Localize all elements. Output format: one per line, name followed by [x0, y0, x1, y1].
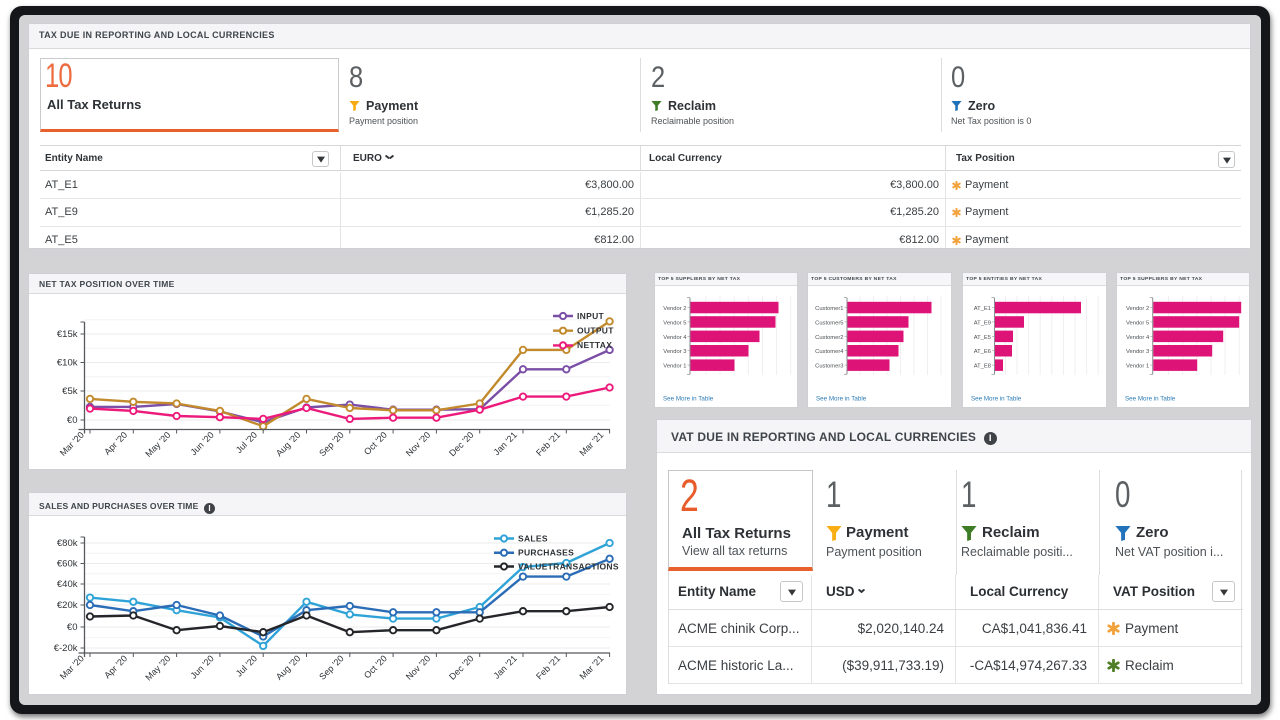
svg-text:Oct '20: Oct '20 — [362, 430, 389, 457]
svg-text:OUTPUT: OUTPUT — [577, 326, 614, 336]
svg-text:Mar '21: Mar '21 — [577, 430, 605, 458]
svg-text:Jan '21: Jan '21 — [492, 430, 519, 457]
svg-text:Jul '20: Jul '20 — [234, 653, 259, 678]
svg-text:Customer5: Customer5 — [815, 320, 843, 326]
svg-text:Vendor 2: Vendor 2 — [663, 306, 686, 312]
svg-text:Customer1: Customer1 — [815, 306, 843, 312]
svg-text:AT_E1: AT_E1 — [974, 306, 991, 312]
svg-text:Mar '20: Mar '20 — [58, 653, 86, 681]
svg-text:Sep '20: Sep '20 — [317, 430, 345, 458]
svg-text:May '20: May '20 — [143, 653, 172, 682]
svg-text:INPUT: INPUT — [577, 311, 605, 321]
svg-text:€0: €0 — [67, 415, 78, 426]
svg-text:Nov '20: Nov '20 — [404, 653, 432, 681]
svg-text:Feb '21: Feb '21 — [534, 653, 562, 681]
svg-text:Dec '20: Dec '20 — [447, 653, 475, 681]
svg-text:Jan '21: Jan '21 — [492, 653, 519, 680]
svg-text:Customer3: Customer3 — [815, 364, 843, 370]
svg-text:Vendor 4: Vendor 4 — [663, 335, 687, 341]
svg-text:€60k: €60k — [57, 559, 78, 570]
svg-text:May '20: May '20 — [143, 430, 172, 459]
svg-text:Vendor 1: Vendor 1 — [663, 364, 686, 370]
svg-text:€5k: €5k — [62, 386, 78, 397]
svg-text:Vendor 5: Vendor 5 — [1126, 320, 1149, 326]
svg-text:Jul '20: Jul '20 — [234, 430, 259, 455]
svg-text:€15k: €15k — [57, 329, 78, 340]
svg-text:Vendor 2: Vendor 2 — [1126, 306, 1149, 312]
svg-text:Feb '21: Feb '21 — [534, 430, 562, 458]
svg-text:Nov '20: Nov '20 — [404, 430, 432, 458]
svg-text:AT_E8: AT_E8 — [974, 364, 991, 370]
svg-text:Apr '20: Apr '20 — [102, 430, 129, 457]
svg-text:Apr '20: Apr '20 — [102, 653, 129, 680]
svg-text:€10k: €10k — [57, 358, 78, 369]
svg-text:NETTAX: NETTAX — [577, 340, 612, 350]
svg-text:Mar '21: Mar '21 — [577, 653, 605, 681]
svg-text:Customer4: Customer4 — [815, 349, 844, 355]
svg-text:SALES: SALES — [518, 533, 548, 543]
svg-text:€80k: €80k — [57, 538, 78, 549]
svg-text:Dec '20: Dec '20 — [447, 430, 475, 458]
svg-text:€-20k: €-20k — [54, 643, 78, 654]
svg-text:AT_E6: AT_E6 — [974, 349, 991, 355]
svg-text:Sep '20: Sep '20 — [317, 653, 345, 681]
svg-text:Vendor 3: Vendor 3 — [1126, 349, 1149, 355]
svg-text:€0: €0 — [67, 622, 78, 633]
svg-text:AT_E5: AT_E5 — [974, 335, 991, 341]
svg-text:Vendor 1: Vendor 1 — [1126, 364, 1149, 370]
svg-text:€40k: €40k — [57, 579, 78, 590]
svg-text:€20k: €20k — [57, 600, 78, 611]
svg-text:AT_E9: AT_E9 — [974, 320, 991, 326]
svg-text:Vendor 4: Vendor 4 — [1126, 335, 1150, 341]
svg-text:Aug '20: Aug '20 — [274, 653, 302, 681]
svg-text:Customer2: Customer2 — [815, 335, 843, 341]
svg-text:Aug '20: Aug '20 — [274, 430, 302, 458]
svg-text:Oct '20: Oct '20 — [362, 653, 389, 680]
svg-text:Vendor 5: Vendor 5 — [663, 320, 686, 326]
svg-text:Mar '20: Mar '20 — [58, 430, 86, 458]
svg-text:PURCHASES: PURCHASES — [518, 548, 574, 558]
svg-text:Vendor 3: Vendor 3 — [663, 349, 686, 355]
svg-text:Jun '20: Jun '20 — [188, 430, 215, 457]
svg-text:VALUETRANSACTIONS: VALUETRANSACTIONS — [518, 561, 619, 571]
svg-text:Jun '20: Jun '20 — [188, 653, 215, 680]
